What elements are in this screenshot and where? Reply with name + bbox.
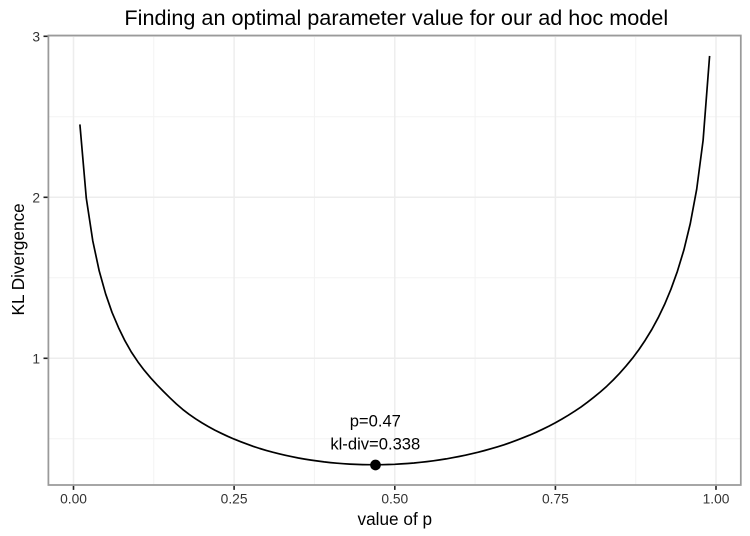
svg-text:1: 1 [32, 352, 40, 367]
svg-text:0.25: 0.25 [221, 492, 248, 507]
svg-text:Finding an optimal parameter v: Finding an optimal parameter value for o… [124, 5, 668, 30]
svg-text:0.75: 0.75 [542, 492, 569, 507]
svg-text:KL Divergence: KL Divergence [8, 203, 28, 315]
svg-text:3: 3 [32, 30, 40, 45]
svg-text:2: 2 [32, 191, 40, 206]
svg-text:0.50: 0.50 [381, 492, 408, 507]
svg-text:p=0.47: p=0.47 [350, 412, 401, 431]
svg-text:0.00: 0.00 [60, 492, 87, 507]
svg-text:1.00: 1.00 [703, 492, 730, 507]
svg-text:value of p: value of p [358, 509, 433, 529]
svg-text:kl-div=0.338: kl-div=0.338 [330, 435, 420, 454]
